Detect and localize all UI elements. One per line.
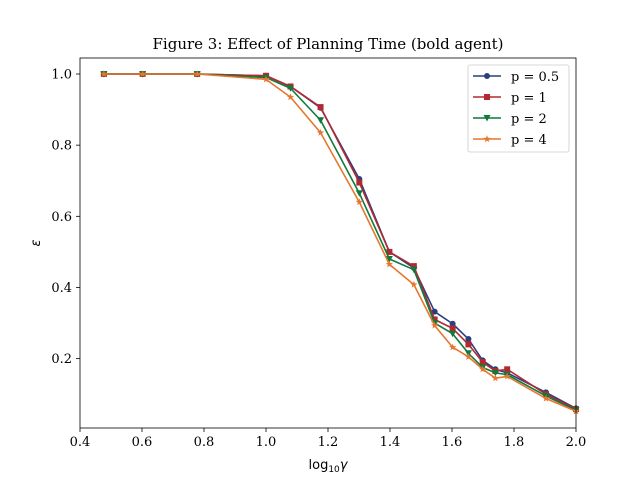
- legend-marker: [483, 115, 491, 122]
- data-point: [465, 336, 472, 343]
- legend-marker: [483, 135, 491, 143]
- legend-label: p = 4: [511, 133, 547, 148]
- data-point: [385, 256, 393, 263]
- data-point: [449, 325, 456, 332]
- y-tick-label: 0.8: [51, 139, 72, 154]
- data-point: [465, 341, 472, 348]
- data-point: [262, 75, 270, 83]
- legend-label: p = 2: [511, 112, 547, 127]
- data-point: [316, 128, 325, 136]
- legend-item: p = 2: [473, 112, 547, 127]
- data-point: [503, 372, 511, 380]
- data-point: [431, 308, 438, 315]
- data-point: [504, 366, 511, 373]
- legend-item: p = 4: [473, 133, 547, 148]
- data-point: [356, 179, 363, 186]
- plot-frame: [79, 57, 577, 429]
- legend-marker: [484, 94, 490, 100]
- data-point: [449, 320, 456, 327]
- data-point: [286, 93, 295, 101]
- data-point: [410, 263, 417, 270]
- data-point: [410, 266, 418, 274]
- data-point: [317, 117, 325, 124]
- x-axis-label: log10γ: [309, 458, 349, 475]
- legend-label: p = 0.5: [511, 70, 559, 85]
- data-point: [491, 369, 499, 377]
- data-point: [464, 353, 473, 360]
- data-point: [479, 365, 487, 373]
- x-tick-label: 2.0: [566, 435, 587, 450]
- legend-item: p = 0.5: [473, 70, 559, 85]
- data-point: [479, 359, 486, 366]
- data-point: [410, 280, 418, 288]
- legend-box: [467, 64, 570, 153]
- y-tick-label: 0.6: [51, 210, 72, 225]
- data-point: [317, 104, 324, 111]
- data-point: [193, 70, 201, 78]
- legend-item: p = 1: [473, 91, 547, 106]
- data-point: [100, 70, 108, 78]
- x-tick-label: 1.6: [442, 435, 463, 450]
- y-tick-label: 0.2: [51, 352, 72, 367]
- y-tick-label: 0.4: [51, 281, 72, 296]
- data-point: [491, 374, 500, 382]
- data-point: [431, 321, 439, 329]
- x-tick-label: 1.4: [380, 435, 401, 450]
- data-point: [431, 316, 438, 323]
- data-point: [139, 70, 147, 78]
- x-tick-label: 1.8: [504, 435, 525, 450]
- y-tick-label: 1.0: [51, 68, 72, 83]
- data-point: [542, 394, 550, 402]
- data-point: [355, 198, 363, 206]
- data-point: [449, 343, 457, 351]
- data-point: [449, 330, 457, 338]
- data-point: [286, 85, 294, 92]
- legend-marker: [484, 73, 490, 79]
- legend: p = 0.5 p = 1 p = 2 p = 4: [467, 64, 570, 153]
- x-tick-label: 0.4: [70, 435, 91, 450]
- data-point: [386, 248, 393, 255]
- data-point: [355, 190, 363, 197]
- legend-label: p = 1: [511, 91, 547, 106]
- x-tick-label: 1.0: [256, 435, 277, 450]
- y-axis-label: ε: [29, 239, 44, 246]
- series-4: [100, 70, 580, 415]
- x-tick-label: 0.8: [194, 435, 215, 450]
- x-tick-label: 0.6: [132, 435, 153, 450]
- data-point: [385, 260, 393, 268]
- x-tick-label: 1.2: [318, 435, 339, 450]
- chart-title: Figure 3: Effect of Planning Time (bold …: [153, 35, 504, 53]
